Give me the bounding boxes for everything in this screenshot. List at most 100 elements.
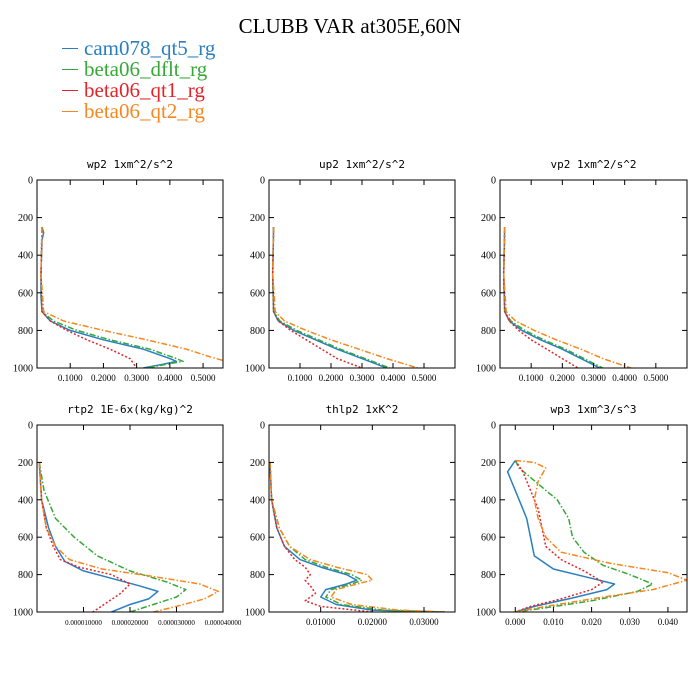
y-tick-label: 1000: [245, 608, 265, 619]
panel-1: wp2 1xm^2/s^2 0 200 400 600 800 1000 0.1000 0.20…: [13, 158, 224, 383]
series-line: [40, 226, 178, 368]
series-line: [271, 226, 363, 368]
legend-label: beta06_dflt_rg: [84, 57, 208, 81]
x-tick-label: 0.2000: [91, 373, 116, 383]
y-tick-label: 200: [481, 458, 496, 469]
series-line: [271, 226, 388, 368]
series-line: [40, 226, 184, 368]
y-tick-label: 600: [250, 533, 265, 544]
y-tick-label: 1000: [245, 364, 265, 375]
y-tick-label: 200: [18, 213, 33, 224]
y-tick-label: 800: [481, 326, 496, 337]
x-tick-label: 0.1000: [519, 373, 544, 383]
y-tick-label: 0: [260, 421, 265, 432]
x-tick-label: 0.5000: [643, 373, 668, 383]
series-line: [38, 462, 187, 612]
x-tick-label: 0.000020000: [112, 619, 149, 627]
y-tick-label: 200: [18, 458, 33, 469]
x-tick-label: 0.1000: [58, 373, 83, 383]
y-tick-label: 600: [481, 288, 496, 299]
legend-swatch: [62, 47, 78, 49]
plot-frame: [36, 179, 224, 369]
x-tick-label: 0.000040000: [205, 619, 242, 627]
series-line: [514, 460, 654, 612]
series-line: [269, 462, 445, 612]
y-tick-label: 200: [481, 213, 496, 224]
y-tick-label: 1000: [476, 364, 496, 375]
y-tick-label: 600: [250, 288, 265, 299]
series-line: [38, 462, 159, 612]
chart-title: CLUBB VAR at305E,60N: [238, 14, 462, 38]
y-tick-label: 400: [250, 251, 265, 262]
legend-item: cam078_qt5_rg: [62, 38, 215, 59]
x-tick-label: 0.000030000: [158, 619, 195, 627]
y-tick-label: 0: [28, 176, 33, 187]
series-line: [269, 462, 373, 612]
panel-5: thlp2 1xK^2 0 200 400 600 800 1000 0.01000 0.020…: [245, 403, 456, 627]
series-line: [269, 462, 445, 612]
panel-2: up2 1xm^2/s^2 0 200 400 600 800 1000 0.1000 0.20…: [245, 158, 456, 383]
plot-frame: [499, 179, 688, 369]
y-tick-label: 600: [18, 533, 33, 544]
series-line: [269, 462, 445, 612]
panel-title: thlp2 1xK^2: [326, 403, 399, 416]
y-tick-label: 400: [481, 251, 496, 262]
series-line: [502, 226, 579, 368]
y-tick-label: 0: [491, 421, 496, 432]
series-line: [502, 226, 601, 368]
panel-title: vp2 1xm^2/s^2: [550, 158, 636, 171]
y-tick-label: 600: [481, 533, 496, 544]
series-line: [514, 460, 604, 612]
y-tick-label: 0: [491, 176, 496, 187]
x-tick-label: 0.3000: [124, 373, 149, 383]
y-tick-label: 1000: [476, 608, 496, 619]
x-tick-label: 0.02000: [358, 617, 388, 627]
x-tick-label: 0.2000: [319, 373, 344, 383]
y-tick-label: 0: [28, 421, 33, 432]
series-line: [271, 226, 419, 368]
series-line: [38, 462, 220, 612]
plot-frame: [499, 424, 688, 613]
y-tick-label: 400: [18, 251, 33, 262]
y-tick-label: 800: [250, 570, 265, 581]
x-tick-label: 0.5000: [412, 373, 437, 383]
x-tick-label: 0.2000: [550, 373, 575, 383]
panel-title: wp3 1xm^3/s^3: [550, 403, 636, 416]
panel-3: vp2 1xm^2/s^2 0 200 400 600 800 1000 0.1000 0.20…: [476, 158, 688, 383]
x-tick-label: 0.020: [581, 617, 602, 627]
x-tick-label: 0.030: [620, 617, 641, 627]
panel-title: rtp2 1E-6x(kg/kg)^2: [67, 403, 193, 416]
x-tick-label: 0.03000: [409, 617, 439, 627]
y-tick-label: 800: [250, 326, 265, 337]
y-tick-label: 800: [18, 326, 33, 337]
y-tick-label: 400: [481, 495, 496, 506]
legend: cam078_qt5_rg beta06_dflt_rg beta06_qt1_…: [62, 38, 215, 122]
panel-title: wp2 1xm^2/s^2: [87, 158, 173, 171]
legend-label: cam078_qt5_rg: [84, 36, 216, 60]
x-tick-label: 0.3000: [581, 373, 606, 383]
series-line: [502, 226, 632, 368]
series-line: [502, 226, 604, 368]
y-tick-label: 800: [18, 570, 33, 581]
y-tick-label: 200: [250, 213, 265, 224]
x-tick-label: 0.01000: [306, 617, 336, 627]
panel-4: rtp2 1E-6x(kg/kg)^2 0 200 400 600 800 1000 0.00…: [13, 403, 242, 627]
legend-label: beta06_qt1_rg: [84, 78, 205, 102]
plot-frame: [268, 179, 456, 369]
x-tick-label: 0.4000: [612, 373, 637, 383]
x-tick-label: 0.4000: [157, 373, 182, 383]
plot-frame: [268, 424, 456, 613]
legend-swatch: [62, 110, 78, 112]
x-tick-label: 0.3000: [350, 373, 375, 383]
series-line: [40, 226, 138, 368]
y-tick-label: 800: [481, 570, 496, 581]
series-line: [40, 226, 223, 362]
x-tick-label: 0.1000: [288, 373, 313, 383]
y-tick-label: 400: [250, 495, 265, 506]
series-line: [506, 460, 616, 612]
y-tick-label: 0: [260, 176, 265, 187]
x-tick-label: 0.010: [543, 617, 564, 627]
legend-swatch: [62, 89, 78, 91]
y-tick-label: 600: [18, 288, 33, 299]
